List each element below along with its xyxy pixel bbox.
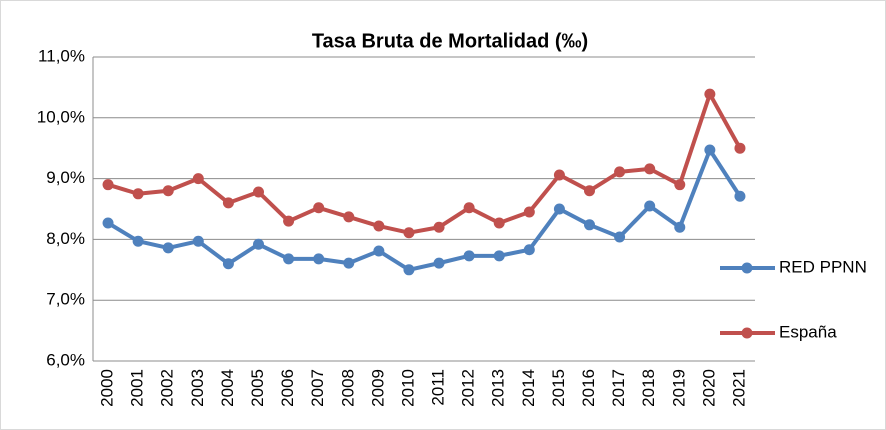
series-line [107, 148, 742, 272]
point [102, 217, 114, 229]
point [553, 203, 565, 215]
point [433, 221, 445, 233]
point [222, 258, 234, 270]
point [343, 257, 355, 269]
point [584, 219, 595, 231]
point [132, 235, 144, 247]
point [403, 227, 415, 239]
point [162, 185, 174, 197]
x-tick-label: 2000 [98, 369, 117, 407]
point [283, 215, 295, 227]
point [343, 211, 355, 223]
point [523, 244, 535, 256]
point [373, 220, 385, 232]
point [523, 206, 535, 218]
point [553, 169, 565, 181]
point [162, 242, 174, 254]
x-tick-label: 2018 [639, 369, 658, 407]
point [493, 217, 505, 229]
x-tick-label: 2011 [429, 369, 448, 406]
point [313, 202, 325, 214]
chart-title: Tasa Bruta de Mortalidad (‰) [312, 30, 588, 52]
point [614, 166, 626, 178]
x-tick-label: 2013 [489, 369, 508, 407]
point [674, 179, 686, 191]
point [132, 188, 144, 200]
point [403, 264, 415, 276]
point [674, 221, 686, 233]
point [192, 235, 204, 247]
y-tick-label: 11,0% [38, 46, 85, 65]
legend-label: RED PPNN [779, 257, 867, 276]
x-tick-label: 2009 [368, 369, 387, 407]
x-tick-label: 2003 [188, 369, 207, 407]
point [222, 197, 234, 209]
y-tick-label: 7,0% [46, 290, 85, 309]
series-line [107, 92, 742, 235]
x-tick-label: 2006 [278, 369, 297, 407]
point [283, 253, 295, 265]
point [433, 257, 445, 269]
x-tick-label: 2019 [669, 369, 688, 407]
x-tick-label: 2008 [338, 369, 357, 407]
point [644, 163, 656, 175]
x-tick-label: 2004 [218, 369, 237, 407]
point [704, 88, 716, 100]
x-tick-label: 2016 [579, 369, 598, 407]
y-tick-label: 6,0% [46, 350, 85, 369]
point [463, 202, 475, 214]
x-tick-label: 2015 [549, 369, 568, 407]
x-tick-label: 2017 [609, 369, 628, 407]
x-tick-label: 2010 [398, 369, 417, 407]
point [373, 245, 385, 257]
x-tick-label: 2020 [699, 369, 718, 407]
point [253, 238, 264, 250]
y-tick-label: 10,0% [37, 107, 85, 126]
y-tick-label: 8,0% [46, 229, 85, 248]
point [192, 173, 204, 185]
point [734, 190, 746, 202]
point [644, 200, 656, 212]
y-tick-label: 9,0% [46, 168, 85, 187]
x-tick-label: 2012 [459, 369, 478, 407]
point [102, 179, 114, 191]
legend-label: España [779, 322, 837, 341]
x-tick-label: 2014 [519, 369, 538, 407]
x-tick-label: 2001 [128, 369, 147, 407]
point [614, 231, 626, 243]
legend-marker [741, 262, 753, 274]
point [704, 144, 716, 156]
legend-marker [741, 327, 753, 339]
point [253, 186, 264, 198]
point [734, 142, 746, 154]
point [584, 185, 595, 197]
point [493, 250, 505, 262]
x-tick-label: 2021 [729, 369, 748, 407]
x-tick-label: 2007 [308, 369, 327, 407]
x-tick-label: 2002 [158, 369, 177, 407]
point [313, 253, 325, 265]
x-tick-label: 2005 [248, 369, 267, 407]
point [463, 250, 475, 262]
